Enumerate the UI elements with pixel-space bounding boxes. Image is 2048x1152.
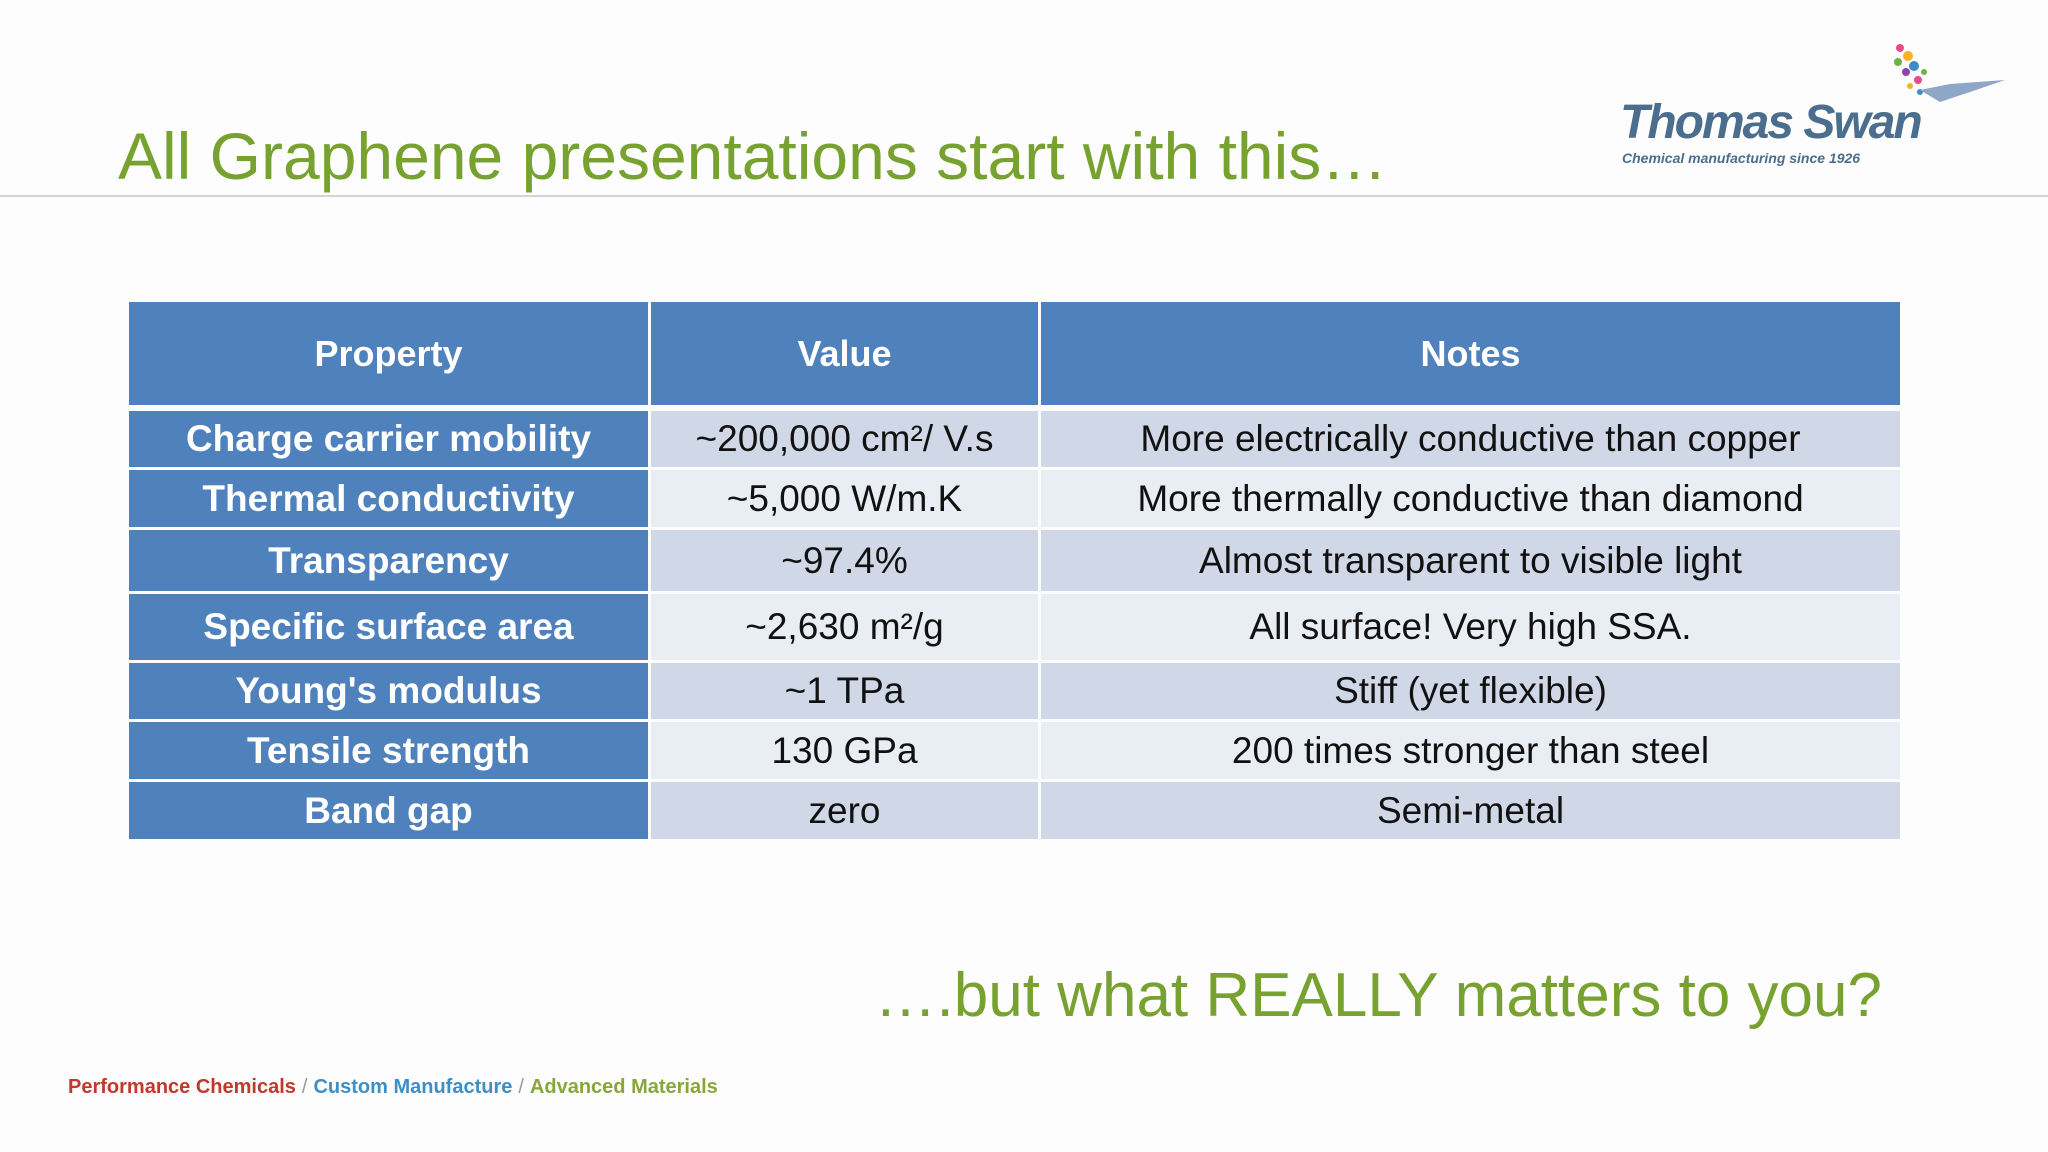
property-cell: Young's modulus [129, 663, 648, 719]
property-cell: Specific surface area [129, 594, 648, 660]
table-cell: ~200,000 cm²/ V.s [651, 411, 1038, 467]
column-header: Value [651, 302, 1038, 405]
footer-item: Advanced Materials [529, 1076, 718, 1098]
table-cell: ~5,000 W/m.K [651, 470, 1038, 527]
table-cell: More electrically conductive than copper [1041, 411, 1900, 467]
logo: Thomas Swan Chemical manufacturing since… [1620, 40, 2010, 180]
table-cell: ~97.4% [651, 530, 1038, 591]
table-cell: ~2,630 m²/g [651, 594, 1038, 660]
column-header: Property [129, 302, 648, 405]
property-table: Property Value Notes Charge carrier mobilit… [129, 302, 1900, 839]
property-cell: Transparency [129, 530, 648, 591]
property-cell: Thermal conductivity [129, 470, 648, 527]
table-cell: Stiff (yet flexible) [1041, 663, 1900, 719]
table-cell: ~1 TPa [651, 663, 1038, 719]
footer-item: Performance Chemicals [68, 1076, 296, 1098]
footer: Performance Chemicals / Custom Manufacture… [68, 1076, 724, 1099]
slide-title: All Graphene presentations start with th… [118, 119, 1388, 193]
logo-graphic [1894, 44, 2005, 102]
logo-name: Thomas Swan [1620, 96, 1923, 149]
title-rule [0, 195, 2048, 197]
column-header: Notes [1041, 302, 1900, 405]
logo-tagline: Chemical manufacturing since 1926 [1622, 150, 1861, 166]
table-cell: Almost transparent to visible light [1041, 530, 1900, 591]
table-cell: More thermally conductive than diamond [1041, 470, 1900, 527]
table-cell: 200 times stronger than steel [1041, 722, 1900, 779]
table-cell: zero [651, 782, 1038, 839]
table-cell: Semi-metal [1041, 782, 1900, 839]
footer-separator: / [518, 1076, 524, 1098]
property-cell: Charge carrier mobility [129, 411, 648, 467]
callout: ….but what REALLY matters to you? [874, 961, 1882, 1030]
table-cell: 130 GPa [651, 722, 1038, 779]
table-cell: All surface! Very high SSA. [1041, 594, 1900, 660]
property-cell: Band gap [129, 782, 648, 839]
footer-item: Custom Manufacture [313, 1076, 513, 1098]
property-cell: Tensile strength [129, 722, 648, 779]
footer-separator: / [301, 1076, 308, 1098]
